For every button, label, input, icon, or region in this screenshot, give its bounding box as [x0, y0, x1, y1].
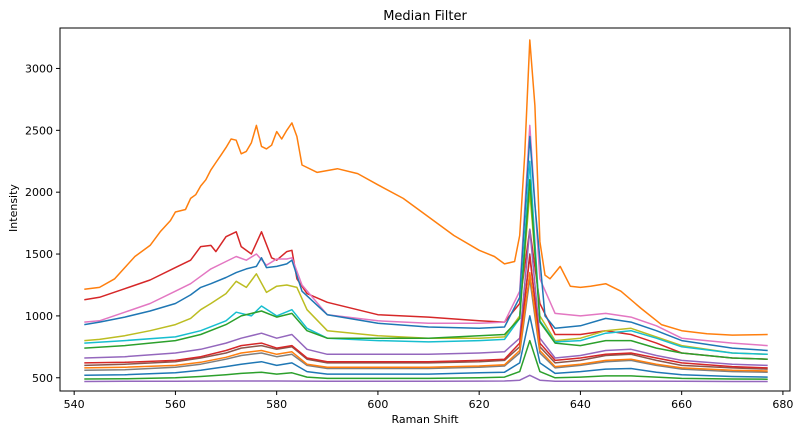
y-axis-ticks: 500 1000 1500 2000 2500 3000	[25, 62, 60, 385]
y-tick-label: 3000	[25, 62, 53, 75]
y-tick-label: 1500	[25, 248, 53, 261]
x-tick-label: 560	[165, 398, 186, 411]
series-line-12	[84, 271, 768, 372]
chart-title: Median Filter	[383, 9, 467, 24]
series-line-9	[84, 278, 768, 373]
series-line-3	[84, 135, 768, 352]
x-tick-label: 660	[671, 398, 692, 411]
x-tick-label: 580	[266, 398, 287, 411]
y-axis-label: Intensity	[7, 184, 20, 232]
series-line-11	[84, 315, 768, 378]
series-line-6	[84, 179, 768, 360]
x-tick-label: 640	[570, 398, 591, 411]
plot-lines	[84, 39, 768, 383]
x-tick-label: 680	[772, 398, 793, 411]
series-line-7	[84, 228, 768, 367]
y-tick-label: 500	[32, 372, 53, 385]
series-line-4	[84, 191, 768, 356]
series-line-13	[84, 339, 768, 380]
y-tick-label: 2000	[25, 186, 53, 199]
series-line-5	[84, 160, 768, 356]
y-tick-label: 1000	[25, 310, 53, 323]
plot-frame	[59, 27, 791, 392]
series-line-14	[84, 374, 768, 383]
x-tick-label: 620	[469, 398, 490, 411]
series-line-2	[84, 124, 768, 347]
y-tick-label: 2500	[25, 124, 53, 137]
x-axis-ticks: 540 560 580 600 620 640 660 680	[64, 391, 793, 411]
x-axis-label: Raman Shift	[391, 413, 459, 426]
series-line-8	[84, 253, 768, 370]
series-line-0	[84, 39, 768, 336]
series-line-10	[84, 255, 768, 369]
x-tick-label: 600	[367, 398, 388, 411]
x-tick-label: 540	[64, 398, 85, 411]
